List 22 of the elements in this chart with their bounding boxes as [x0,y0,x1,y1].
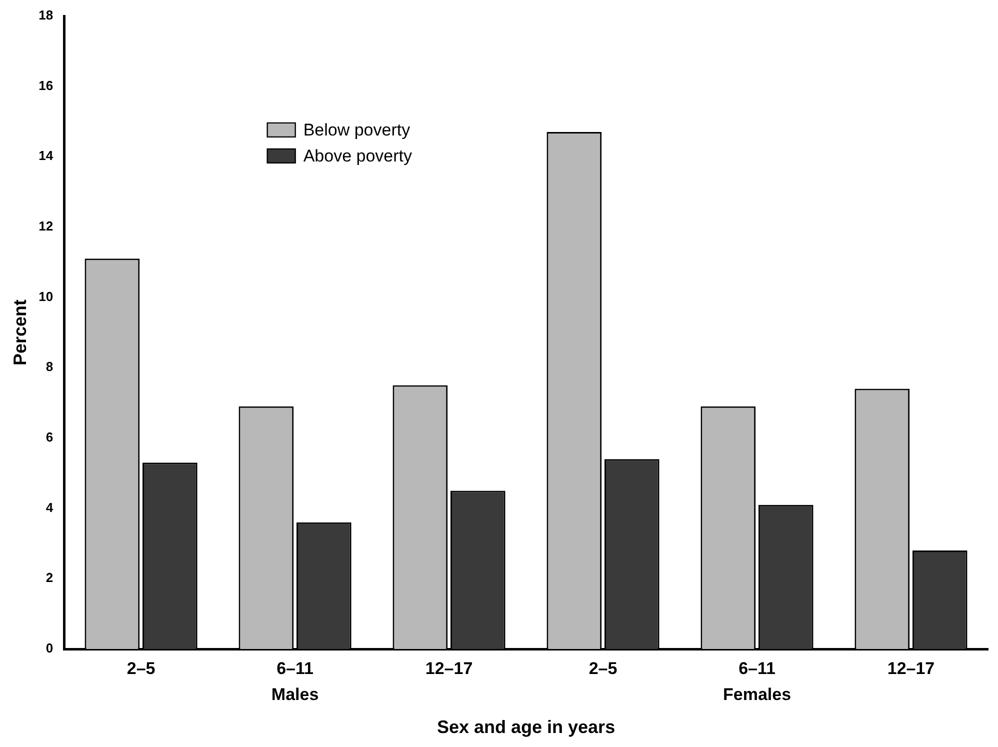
y-tick-label: 18 [38,8,54,23]
y-tick-label: 14 [38,148,54,164]
y-axis-title: Percent [10,299,30,366]
y-tick-label: 6 [46,430,54,445]
y-tick-label: 0 [46,640,54,656]
x-tick-label: 6–11 [276,658,314,678]
y-tick-label: 4 [46,500,54,515]
x-tick-label: 2–5 [126,658,156,678]
y-tick-label: 16 [38,78,54,93]
y-tick-label: 8 [46,359,54,374]
x-tick-label: 6–11 [738,658,776,678]
legend-label: Below poverty [303,120,411,140]
x-tick-label: 2–5 [588,658,618,678]
x-tick-label: 12–17 [887,658,935,678]
x-tick-label: 12–17 [425,658,473,678]
text: Males [271,685,319,704]
x-axis-title: Sex and age in years [436,717,616,738]
text: Females [722,685,792,704]
y-tick-label: 10 [38,288,54,304]
legend-label: Above poverty [303,146,412,166]
y-tick-label: 2 [46,570,54,586]
y-tick-label: 12 [38,218,54,234]
